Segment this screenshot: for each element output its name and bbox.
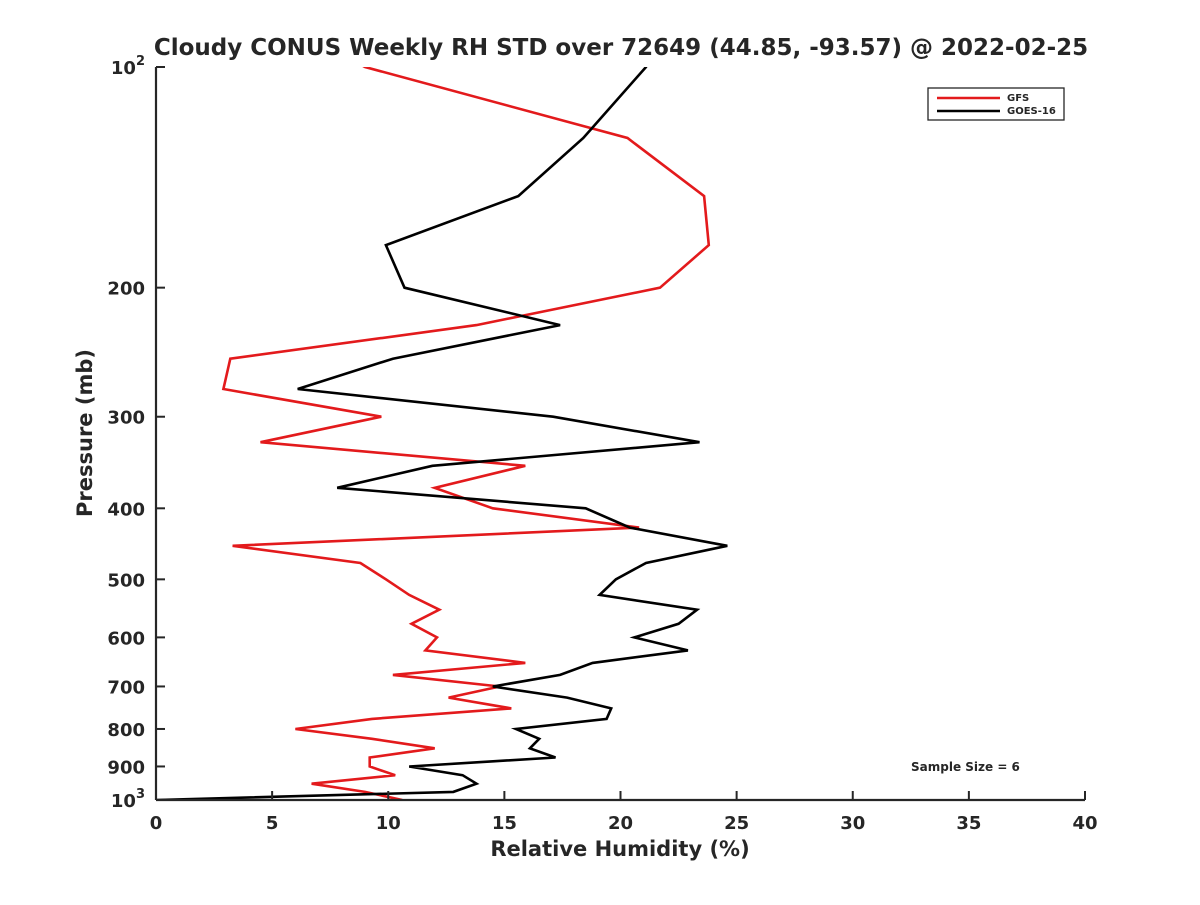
x-tick-label: 20 [608,813,633,834]
x-tick-label: 30 [840,813,865,834]
legend-box [927,87,1065,121]
series-line-gfs [221,67,711,800]
y-tick-label: 500 [107,570,145,591]
axes [154,67,1085,802]
x-tick-label: 5 [266,813,279,834]
x-tick-label: 25 [724,813,749,834]
sample-size-annotation: Sample Size = 6 [911,760,1020,774]
x-tick-label: 10 [376,813,401,834]
legend-label-gfs: GFS [1007,93,1029,104]
y-tick-label: 700 [107,677,145,698]
x-axis-ticks: 0 5 10 15 20 25 30 35 40 [150,791,1098,834]
x-tick-label: 35 [956,813,981,834]
y-tick-label: 800 [107,720,145,741]
y-tick-label: 200 [107,279,145,300]
y-tick-label: 400 [107,499,145,520]
legend: GFS GOES-16 [927,87,1065,121]
plot-lines [156,67,728,800]
y-tick-label: 900 [107,757,145,778]
y-tick-label: 102 [111,54,145,79]
y-axis-label: Pressure (mb) [73,349,97,517]
x-tick-label: 15 [492,813,517,834]
x-axis-label: Relative Humidity (%) [490,837,749,861]
y-axis-ticks: 102 200 300 400 500 600 700 800 900 103 [107,54,165,812]
series-line-goes16 [156,67,728,800]
y-tick-label: 600 [107,628,145,649]
x-tick-label: 40 [1072,813,1097,834]
legend-label-goes16: GOES-16 [1007,106,1056,117]
y-tick-label: 300 [107,408,145,429]
chart-title: Cloudy CONUS Weekly RH STD over 72649 (4… [154,35,1088,61]
y-tick-label: 103 [111,787,145,812]
x-tick-label: 0 [150,813,163,834]
